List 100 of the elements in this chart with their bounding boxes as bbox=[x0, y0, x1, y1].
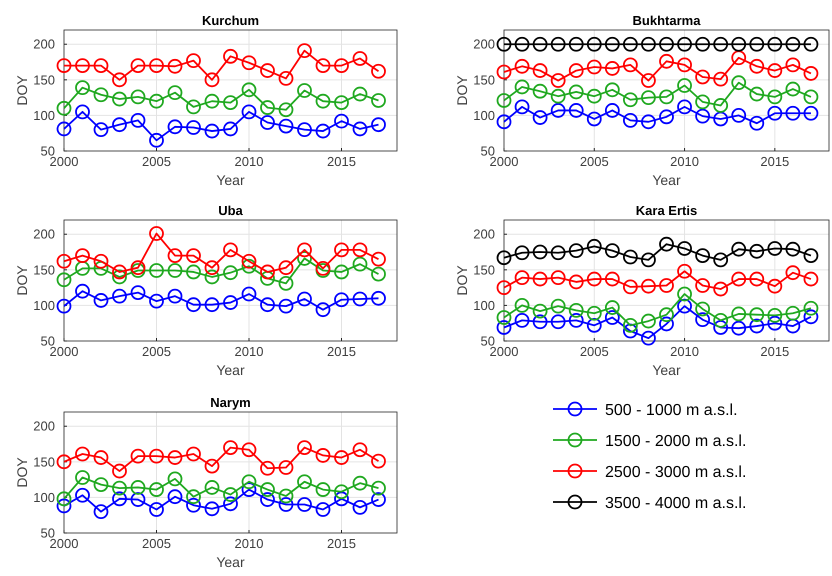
point bbox=[496, 114, 512, 130]
point bbox=[604, 61, 620, 76]
point bbox=[568, 63, 584, 78]
y-tick-label: 200 bbox=[33, 418, 55, 434]
point bbox=[804, 272, 818, 286]
x-axis-title: Year bbox=[652, 172, 681, 188]
point bbox=[586, 306, 602, 321]
point bbox=[56, 58, 72, 73]
point bbox=[297, 292, 312, 306]
point bbox=[532, 314, 548, 330]
point bbox=[371, 117, 386, 132]
y-tick-label: 100 bbox=[473, 298, 495, 313]
point bbox=[130, 112, 146, 128]
point bbox=[804, 66, 818, 81]
point bbox=[204, 260, 220, 276]
point bbox=[731, 75, 746, 90]
point bbox=[604, 82, 620, 98]
point bbox=[204, 270, 220, 284]
point bbox=[677, 264, 692, 279]
point bbox=[297, 251, 312, 266]
point bbox=[514, 298, 530, 313]
point bbox=[56, 272, 72, 288]
point bbox=[604, 310, 620, 325]
point bbox=[804, 106, 818, 121]
point bbox=[568, 36, 584, 52]
point bbox=[568, 312, 584, 328]
point bbox=[496, 320, 512, 335]
legend-label: 1500 - 2000 m a.s.l. bbox=[605, 433, 746, 450]
point bbox=[659, 54, 674, 69]
chart-title: Narym bbox=[210, 395, 251, 410]
point bbox=[532, 110, 548, 125]
point bbox=[278, 260, 294, 276]
y-tick-label: 100 bbox=[33, 490, 55, 505]
point bbox=[371, 64, 386, 79]
point bbox=[371, 266, 386, 282]
point bbox=[56, 100, 72, 116]
x-tick-label: 2010 bbox=[670, 344, 700, 359]
legend-label: 3500 - 4000 m a.s.l. bbox=[605, 495, 746, 512]
point bbox=[785, 306, 800, 321]
point bbox=[586, 318, 602, 333]
point bbox=[749, 36, 764, 52]
point bbox=[604, 103, 620, 118]
point bbox=[242, 104, 256, 120]
point bbox=[223, 48, 238, 64]
point bbox=[149, 226, 164, 241]
point bbox=[622, 36, 638, 52]
point bbox=[94, 58, 108, 73]
point bbox=[112, 464, 127, 478]
point bbox=[112, 288, 127, 304]
point bbox=[586, 88, 602, 104]
point bbox=[112, 92, 127, 106]
point bbox=[532, 244, 548, 260]
point bbox=[204, 501, 220, 516]
point bbox=[496, 36, 512, 52]
x-tick-label: 2015 bbox=[760, 344, 790, 359]
point bbox=[749, 116, 764, 131]
point bbox=[514, 99, 530, 114]
point bbox=[767, 308, 782, 323]
point bbox=[767, 36, 782, 52]
point bbox=[604, 300, 620, 315]
point bbox=[75, 80, 90, 96]
point bbox=[713, 252, 728, 268]
point bbox=[186, 264, 201, 280]
chart-title: Kurchum bbox=[202, 13, 260, 28]
x-axis-title: Year bbox=[216, 172, 245, 188]
point bbox=[112, 72, 127, 88]
point bbox=[260, 264, 275, 280]
point bbox=[641, 314, 656, 328]
point bbox=[260, 492, 275, 507]
y-tick-label: 150 bbox=[33, 262, 55, 278]
point bbox=[334, 264, 349, 280]
point bbox=[641, 90, 656, 106]
x-axis-title: Year bbox=[216, 554, 245, 570]
y-tick-label: 100 bbox=[33, 108, 55, 123]
point bbox=[659, 278, 674, 293]
point bbox=[75, 446, 90, 462]
y-tick-label: 150 bbox=[33, 454, 55, 470]
point bbox=[532, 272, 548, 286]
point bbox=[168, 489, 182, 504]
point bbox=[352, 256, 368, 272]
point bbox=[785, 57, 800, 72]
point bbox=[334, 491, 349, 506]
point bbox=[604, 272, 620, 286]
point bbox=[352, 51, 368, 66]
point bbox=[677, 99, 692, 114]
point bbox=[785, 242, 800, 257]
point bbox=[112, 117, 127, 132]
point bbox=[130, 260, 146, 276]
point bbox=[641, 330, 656, 346]
point bbox=[695, 94, 710, 110]
point bbox=[278, 460, 294, 475]
x-tick-label: 2005 bbox=[580, 344, 609, 359]
point bbox=[731, 242, 746, 257]
point bbox=[223, 265, 238, 280]
point bbox=[186, 53, 201, 68]
point bbox=[94, 87, 108, 102]
point bbox=[130, 480, 146, 495]
point bbox=[297, 43, 312, 58]
point bbox=[604, 36, 620, 52]
point bbox=[713, 312, 728, 328]
